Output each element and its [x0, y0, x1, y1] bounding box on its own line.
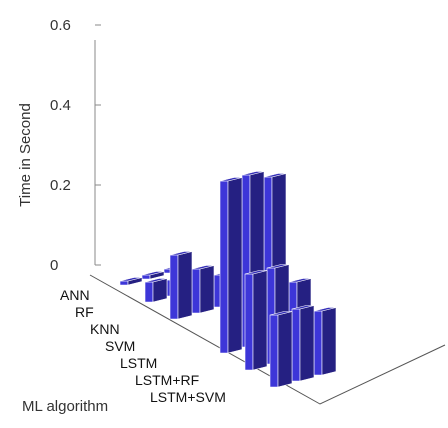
bar-front: [219, 180, 229, 354]
bar-side: [277, 311, 293, 388]
bar-top: [219, 177, 243, 182]
bar-top: [119, 277, 143, 282]
bar-top: [313, 307, 337, 312]
y-tick-label: 0: [50, 257, 58, 274]
bar-top: [269, 311, 293, 316]
bar-front: [244, 273, 254, 371]
bar-top: [241, 171, 265, 176]
x-tick-label: KNN: [90, 321, 120, 337]
bar-front: [291, 308, 301, 382]
bar-top: [169, 251, 193, 256]
bar-front: [191, 268, 201, 314]
y-tick-label: 0.2: [50, 177, 71, 194]
y-tick-label: 0.6: [50, 17, 71, 34]
bar-side: [227, 177, 243, 354]
bar-top: [263, 173, 287, 178]
x-tick-label: SVM: [105, 338, 135, 354]
y-tick-label: 0.4: [50, 97, 71, 114]
bar-top: [244, 270, 268, 275]
bar-front: [141, 274, 151, 280]
bar-side: [299, 305, 315, 382]
bar-front: [169, 254, 179, 320]
axes-layer: [89, 24, 446, 405]
bar-side: [152, 278, 168, 303]
bars-layer: [119, 171, 337, 388]
bar-side: [321, 307, 337, 376]
bar-side: [252, 270, 268, 371]
floor-outline: [89, 274, 446, 405]
x-tick-label: ANN: [60, 287, 90, 303]
y-axis-label: Time in Second: [17, 103, 34, 207]
x-tick-label: LSTM+SVM: [150, 389, 226, 405]
x-tick-label: LSTM: [120, 355, 157, 371]
bar-top: [291, 305, 315, 310]
bar-top: [288, 278, 312, 283]
bar-top: [266, 264, 290, 269]
bar-top: [144, 278, 168, 283]
labels-layer: Time in Second ML algorithm 0 0.2 0.4 0.6 AN…: [17, 17, 226, 415]
bar-front: [144, 281, 154, 303]
bar-top: [191, 265, 215, 270]
bar-front: [269, 314, 279, 388]
x-axis-label: ML algorithm: [22, 398, 108, 415]
bar-front: [313, 310, 323, 376]
bar-top: [141, 271, 165, 276]
x-tick-label: LSTM+RF: [135, 372, 199, 388]
bar-front: [119, 280, 129, 286]
bar-side: [199, 265, 215, 314]
bar-side: [177, 251, 193, 320]
x-tick-label: RF: [75, 304, 94, 320]
